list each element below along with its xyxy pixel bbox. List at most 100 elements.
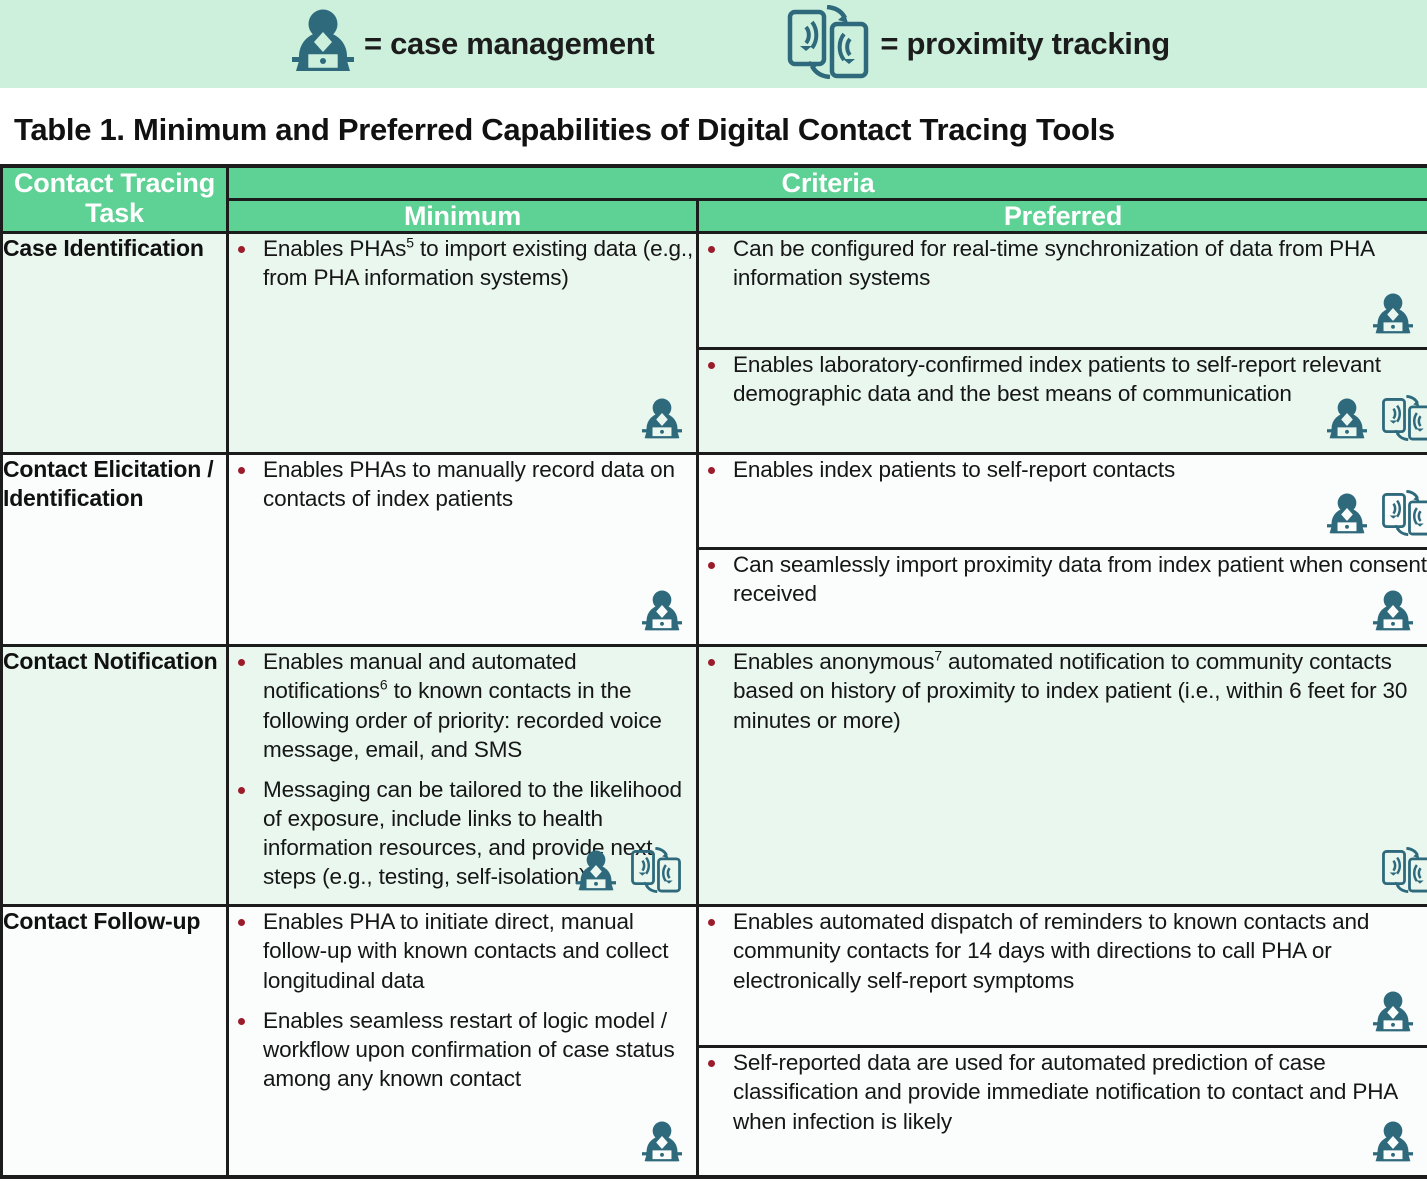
criteria-bullet-list: Can seamlessly import proximity data fro… — [699, 550, 1427, 608]
criteria-block: Enables anonymous7 automated notificatio… — [699, 647, 1427, 894]
capability-icon-tray — [576, 847, 682, 898]
table-row: Contact Follow-up Enables PHA to initiate… — [0, 904, 1427, 1178]
criteria-bullet: Enables anonymous7 automated notificatio… — [699, 647, 1427, 734]
minimum-criteria-cell: Enables PHA to initiate direct, manual f… — [227, 904, 699, 1178]
criteria-bullet: Enables PHA to initiate direct, manual f… — [229, 907, 696, 994]
criteria-bullet-list: Self-reported data are used for automate… — [699, 1048, 1427, 1135]
criteria-block: Enables PHAs5 to import existing data (e… — [229, 234, 696, 439]
case-management-icon — [1373, 590, 1414, 638]
proximity-tracking-icon — [1381, 847, 1427, 898]
table-header-row-2: Minimum Preferred — [2, 198, 1427, 235]
capability-icon-tray — [1373, 1121, 1414, 1169]
case-management-icon — [576, 851, 616, 891]
header-contact-tracing-task: Contact Tracing Task — [0, 164, 229, 235]
case-management-icon — [1373, 1121, 1414, 1169]
criteria-block: Enables automated dispatch of reminders … — [699, 907, 1427, 1032]
table-row: Enables laboratory-confirmed index patie… — [2, 347, 1427, 454]
capability-icon-tray — [1381, 847, 1427, 898]
proximity-tracking-icon — [786, 4, 870, 84]
criteria-bullet-list: Enables laboratory-confirmed index patie… — [699, 350, 1427, 408]
case-management-icon — [292, 9, 354, 80]
capability-icon-tray — [1327, 395, 1427, 446]
header-criteria: Criteria — [225, 164, 1427, 202]
case-management-icon — [1373, 992, 1414, 1032]
criteria-bullet: Can be configured for real-time synchron… — [699, 234, 1427, 292]
criteria-bullet-list: Can be configured for real-time synchron… — [699, 234, 1427, 292]
legend-item-proximity-tracking: = proximity tracking — [786, 4, 1170, 84]
criteria-bullet: Messaging can be tailored to the likelih… — [229, 775, 696, 891]
capability-icon-tray — [642, 590, 682, 638]
footnote-ref: 7 — [934, 647, 942, 664]
criteria-block: Enables manual and automated notificatio… — [229, 647, 696, 894]
capability-icon-tray — [642, 1121, 682, 1169]
case-management-icon — [1373, 293, 1414, 341]
case-management-icon — [1373, 1122, 1414, 1162]
proximity-tracking-icon — [631, 847, 681, 894]
preferred-criteria-cell: Can seamlessly import proximity data fro… — [697, 547, 1427, 646]
task-label-contact-elicitation-identification: Contact Elicitation / Identification — [0, 452, 229, 646]
criteria-bullet-list: Enables PHAs5 to import existing data (e… — [229, 234, 696, 292]
case-management-icon — [642, 590, 682, 638]
criteria-bullet: Enables laboratory-confirmed index patie… — [699, 350, 1427, 408]
table-row: Can seamlessly import proximity data fro… — [2, 547, 1427, 646]
criteria-bullet-list: Enables automated dispatch of reminders … — [699, 907, 1427, 994]
minimum-criteria-cell: Enables PHAs5 to import existing data (e… — [227, 231, 699, 454]
minimum-criteria-cell: Enables PHAs to manually record data on … — [227, 452, 699, 646]
preferred-criteria-cell: Self-reported data are used for automate… — [697, 1045, 1427, 1178]
criteria-bullet: Self-reported data are used for automate… — [699, 1048, 1427, 1135]
case-management-icon — [642, 398, 682, 446]
task-label-case-identification: Case Identification — [0, 231, 229, 454]
proximity-tracking-icon — [1382, 395, 1427, 442]
criteria-bullet: Can seamlessly import proximity data fro… — [699, 550, 1427, 608]
preferred-criteria-cell: Enables automated dispatch of reminders … — [697, 904, 1427, 1047]
criteria-block: Enables PHAs to manually record data on … — [229, 455, 696, 631]
task-label-contact-follow-up: Contact Follow-up — [0, 904, 229, 1178]
legend-bar: = case management = proximity tracking — [0, 0, 1427, 88]
criteria-bullet: Enables automated dispatch of reminders … — [699, 907, 1427, 994]
preferred-criteria-cell: Can be configured for real-time synchron… — [697, 231, 1427, 349]
criteria-bullet-list: Enables manual and automated notificatio… — [229, 647, 696, 890]
criteria-block: Self-reported data are used for automate… — [699, 1048, 1427, 1162]
header-minimum: Minimum — [226, 198, 699, 235]
criteria-block: Enables PHA to initiate direct, manual f… — [229, 907, 696, 1162]
case-management-icon — [1373, 591, 1414, 631]
criteria-bullet: Enables manual and automated notificatio… — [229, 647, 696, 763]
criteria-block: Can be configured for real-time synchron… — [699, 234, 1427, 334]
capability-icon-tray — [1373, 991, 1414, 1039]
legend-item-case-management: = case management — [292, 9, 655, 80]
table-row: Self-reported data are used for automate… — [2, 1045, 1427, 1178]
preferred-criteria-cell: Enables laboratory-confirmed index patie… — [697, 347, 1427, 454]
capabilities-table: Contact Tracing Task Criteria Minimum Pr… — [0, 164, 1427, 1180]
capability-icon-tray — [1373, 293, 1414, 341]
capability-icon-tray — [642, 398, 682, 446]
case-management-icon — [642, 1121, 682, 1169]
preferred-criteria-cell: Enables anonymous7 automated notificatio… — [697, 644, 1427, 906]
criteria-block: Enables laboratory-confirmed index patie… — [699, 350, 1427, 442]
case-management-icon — [1373, 991, 1414, 1039]
case-management-icon — [642, 1122, 682, 1162]
table-title: Table 1. Minimum and Preferred Capabilit… — [14, 112, 1115, 147]
case-management-icon — [1327, 399, 1368, 439]
case-management-icon — [1327, 398, 1368, 446]
table-row: Contact Notification Enables manual and a… — [0, 644, 1427, 906]
criteria-bullet-list: Enables PHAs to manually record data on … — [229, 455, 696, 513]
table-row: Case Identification Enables PHAs5 to impo… — [0, 231, 1427, 454]
capability-icon-tray — [1373, 590, 1414, 638]
footnote-ref: 6 — [379, 676, 388, 693]
criteria-block: Can seamlessly import proximity data fro… — [699, 550, 1427, 631]
capability-icon-tray — [1327, 490, 1427, 541]
table-body: Case Identification Enables PHAs5 to impo… — [0, 231, 1427, 1178]
proximity-tracking-icon — [630, 847, 682, 898]
table-row: Contact Elicitation / Identification Enab… — [0, 452, 1427, 646]
criteria-bullet: Enables PHAs to manually record data on … — [229, 455, 696, 513]
case-management-icon — [642, 591, 682, 631]
legend-label-proximity-tracking: = proximity tracking — [880, 26, 1170, 61]
legend-label-case-management: = case management — [364, 26, 655, 61]
task-label-contact-notification: Contact Notification — [0, 644, 229, 906]
case-management-icon — [576, 850, 616, 898]
case-management-icon — [642, 399, 682, 439]
table-header-row-1: Contact Tracing Task Criteria — [0, 164, 1427, 235]
criteria-bullet: Enables seamless restart of logic model … — [229, 1006, 696, 1093]
preferred-criteria-cell: Enables index patients to self-report co… — [697, 452, 1427, 549]
criteria-bullet-list: Enables anonymous7 automated notificatio… — [699, 647, 1427, 734]
